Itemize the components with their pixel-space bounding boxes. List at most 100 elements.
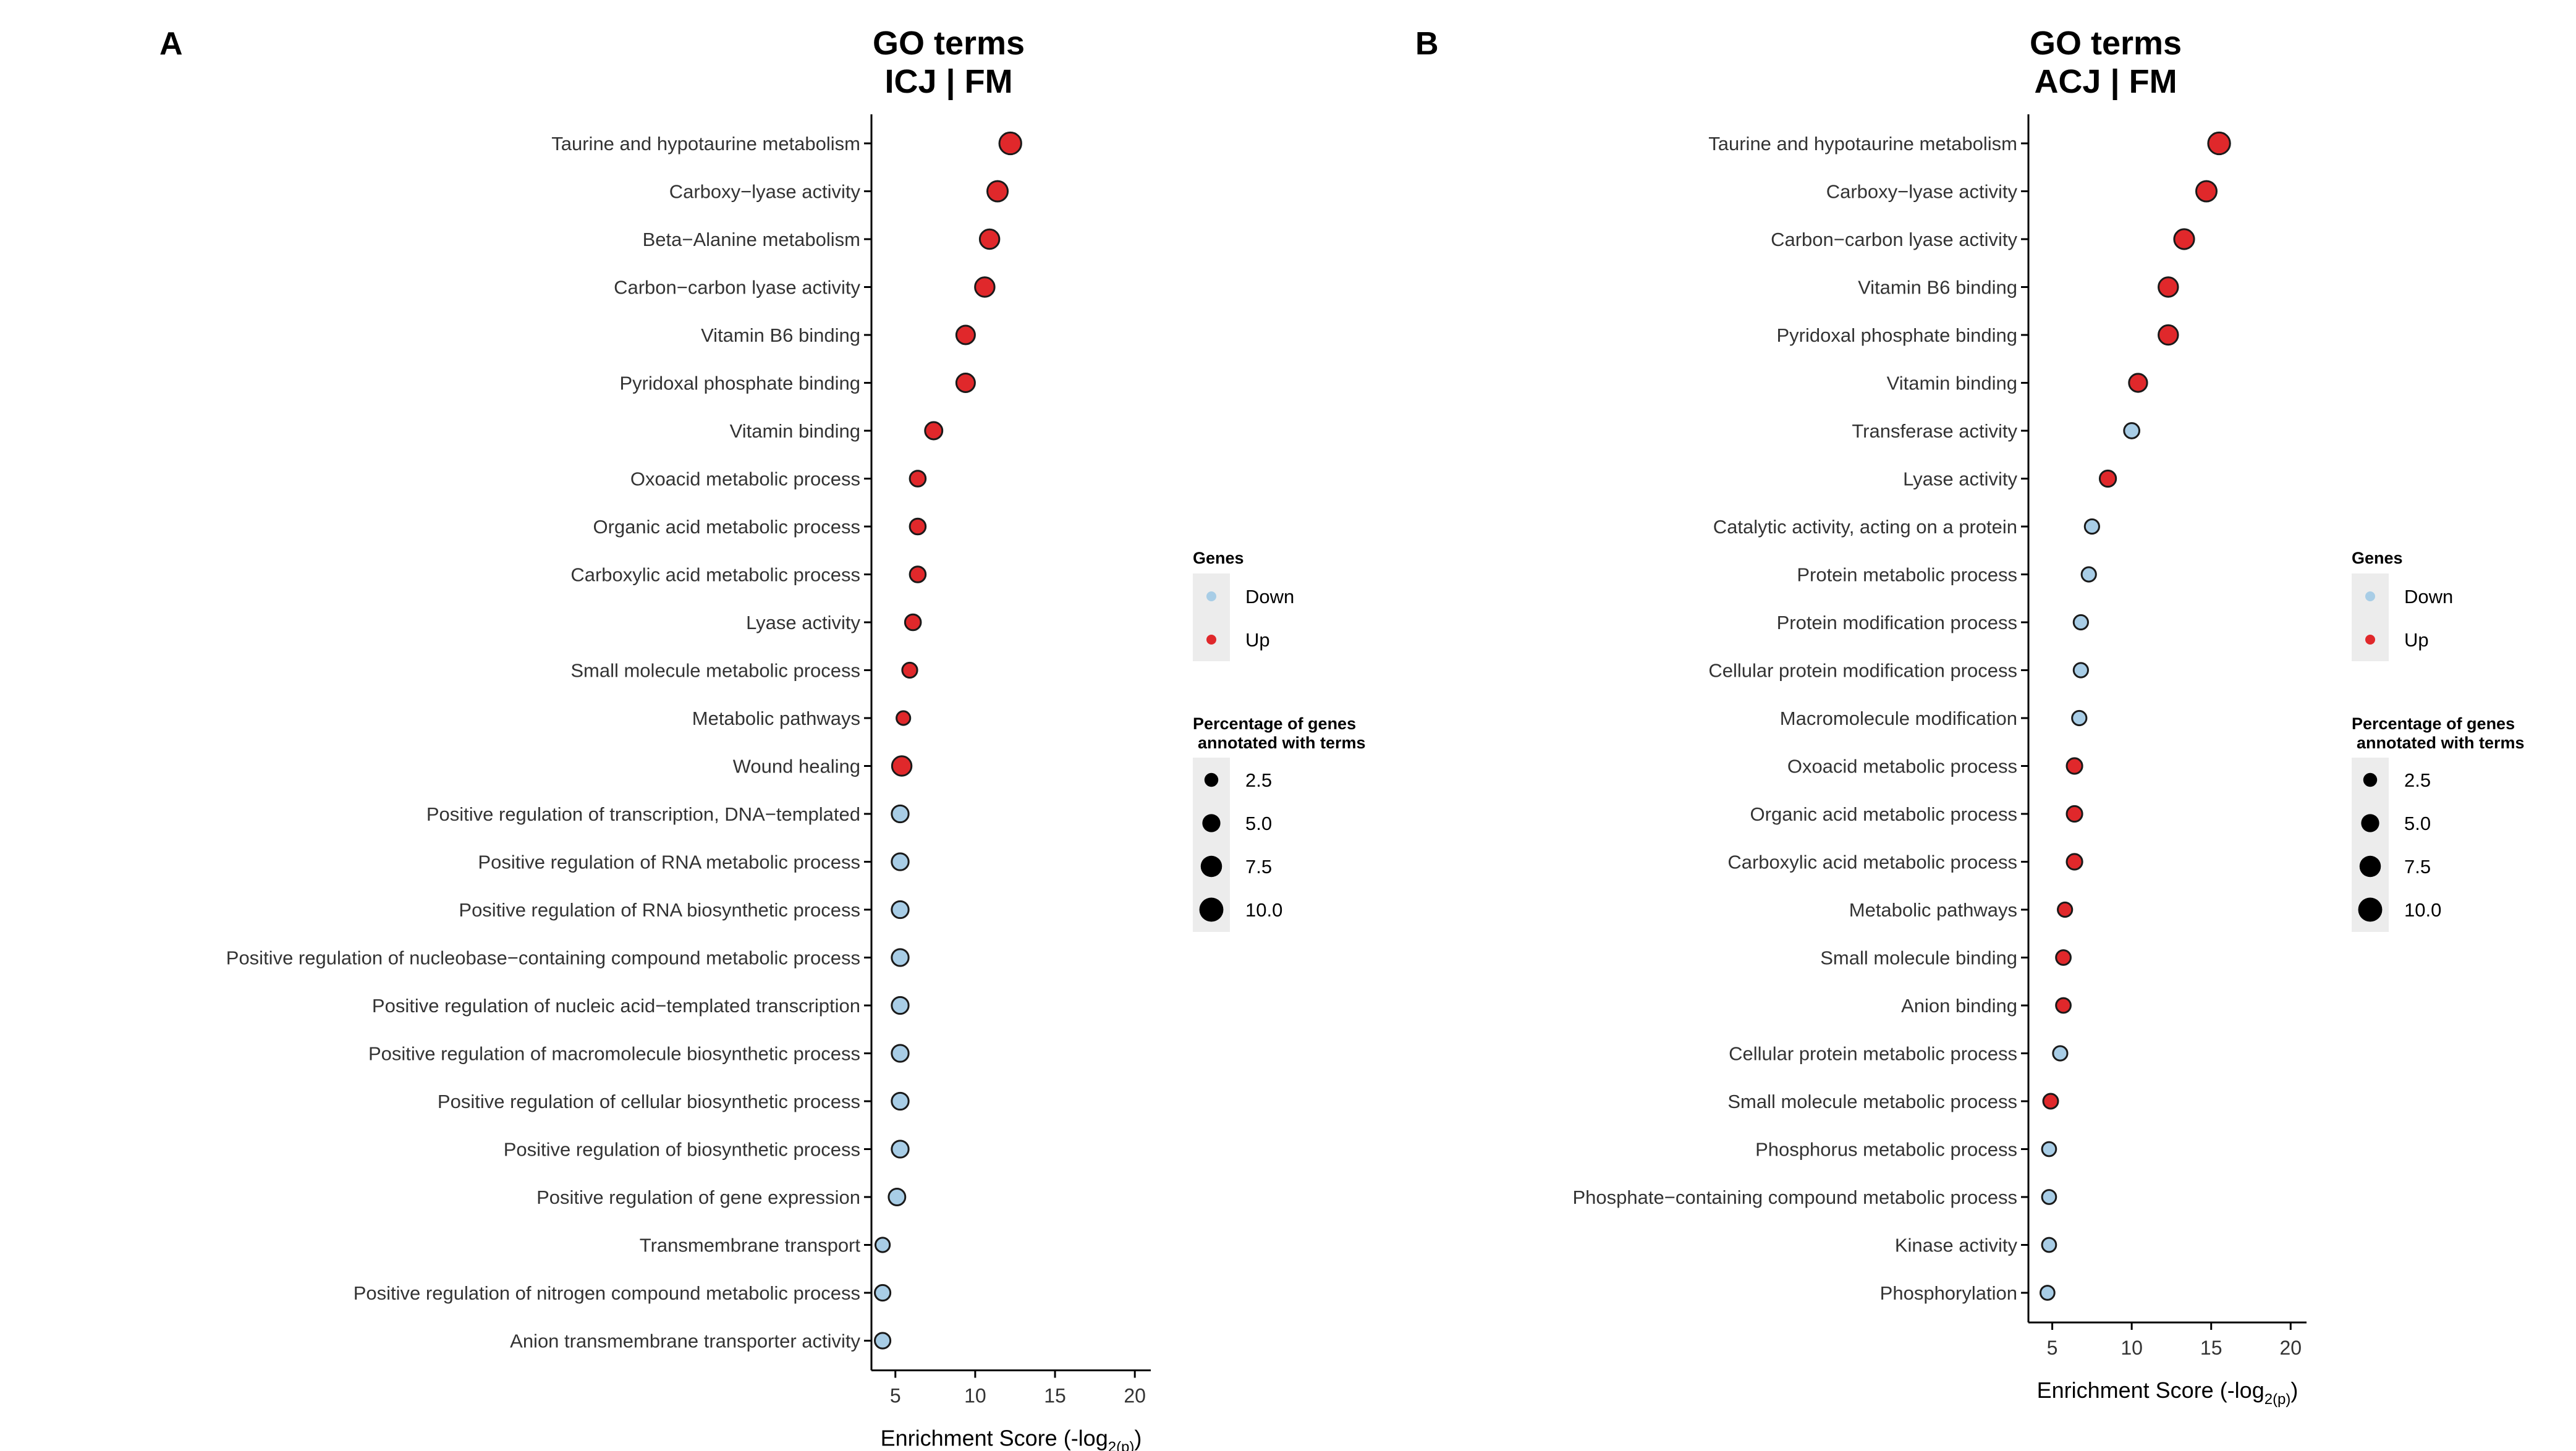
data-point-down bbox=[2080, 566, 2097, 583]
data-point-up bbox=[2057, 901, 2074, 918]
legend-genes-title: Genes bbox=[1193, 549, 1244, 567]
data-point-down bbox=[891, 996, 910, 1015]
legend-up-swatch bbox=[1206, 635, 1216, 645]
y-tick-label: Vitamin binding bbox=[730, 420, 860, 442]
y-tick-label: Positive regulation of macromolecule bio… bbox=[368, 1043, 860, 1065]
data-point-down bbox=[2040, 1285, 2056, 1301]
y-tick-label: Positive regulation of RNA metabolic pro… bbox=[478, 852, 860, 873]
y-tick-label: Phosphorylation bbox=[1880, 1282, 2017, 1304]
y-tick-label: Anion binding bbox=[1901, 995, 2017, 1017]
data-point-up bbox=[978, 228, 1001, 250]
data-point-down bbox=[2041, 1237, 2057, 1253]
legend-size-label: 5.0 bbox=[2404, 813, 2431, 834]
y-tick-label: Small molecule binding bbox=[1820, 947, 2017, 969]
y-tick-label: Positive regulation of nucleic acid−temp… bbox=[372, 995, 860, 1017]
data-point-down bbox=[2072, 662, 2089, 679]
y-tick-label: Vitamin B6 binding bbox=[701, 324, 860, 346]
x-axis-label-main: Enrichment Score (-log bbox=[881, 1426, 1108, 1451]
data-point-up bbox=[2065, 805, 2083, 823]
data-point-down bbox=[2071, 709, 2088, 727]
chart-title: GO terms bbox=[873, 25, 1025, 62]
data-point-up bbox=[955, 372, 976, 394]
data-point-down bbox=[2072, 614, 2089, 631]
x-axis-label: Enrichment Score (-log2(p)) bbox=[2037, 1377, 2298, 1408]
data-point-down bbox=[874, 1332, 892, 1350]
x-tick-label: 5 bbox=[2047, 1337, 2058, 1359]
legend-genes-entry: Up bbox=[2404, 629, 2429, 651]
data-point-up bbox=[891, 755, 913, 777]
legend-genes-entry: Up bbox=[1245, 629, 1270, 651]
y-tick-label: Beta−Alanine metabolism bbox=[643, 229, 860, 250]
data-point-up bbox=[924, 421, 944, 441]
data-point-down bbox=[874, 1284, 892, 1302]
y-tick-label: Pyridoxal phosphate binding bbox=[620, 373, 861, 394]
chart-subtitle: ACJ | FM bbox=[2034, 63, 2177, 101]
data-point-down bbox=[2041, 1141, 2057, 1157]
y-tick-label: Taurine and hypotaurine metabolism bbox=[1708, 133, 2017, 154]
chart-subtitle: ICJ | FM bbox=[884, 63, 1012, 101]
y-tick-label: Kinase activity bbox=[1895, 1235, 2018, 1256]
y-tick-label: Transmembrane transport bbox=[640, 1235, 861, 1256]
legend-size-title-2: annotated with terms bbox=[1198, 734, 1366, 752]
y-tick-label: Protein modification process bbox=[1777, 612, 2017, 633]
y-tick-label: Macromolecule modification bbox=[1780, 708, 2017, 729]
legend-genes-entry: Down bbox=[2404, 586, 2453, 607]
y-tick-label: Metabolic pathways bbox=[1849, 899, 2017, 921]
data-point-down bbox=[891, 1091, 910, 1111]
y-tick-label: Wound healing bbox=[733, 756, 860, 777]
legend-genes-key-bg bbox=[1193, 573, 1230, 661]
data-point-down bbox=[2052, 1045, 2069, 1062]
data-point-up bbox=[904, 613, 922, 632]
y-tick-label: Carboxy−lyase activity bbox=[1826, 181, 2018, 203]
data-point-up bbox=[998, 131, 1022, 156]
x-tick-label: 10 bbox=[964, 1385, 986, 1407]
data-point-up bbox=[974, 276, 996, 298]
data-point-down bbox=[2123, 422, 2140, 439]
legend-size-label: 7.5 bbox=[1245, 856, 1272, 878]
legend-size-label: 10.0 bbox=[2404, 899, 2441, 921]
y-tick-label: Oxoacid metabolic process bbox=[630, 468, 860, 490]
x-axis-label-sub: 2(p) bbox=[2265, 1391, 2291, 1408]
y-tick-label: Positive regulation of gene expression bbox=[536, 1187, 860, 1208]
x-tick-label: 5 bbox=[890, 1385, 901, 1407]
y-tick-label: Pyridoxal phosphate binding bbox=[1777, 324, 2018, 346]
legend-size-swatch bbox=[2361, 814, 2379, 832]
legend-size-swatch bbox=[1199, 897, 1224, 922]
y-tick-label: Organic acid metabolic process bbox=[1750, 803, 2017, 825]
data-point-up bbox=[896, 710, 912, 726]
x-axis-label-sub: 2(p) bbox=[1108, 1439, 1135, 1451]
chart-title: GO terms bbox=[2030, 25, 2182, 62]
data-point-up bbox=[909, 517, 927, 536]
y-tick-label: Protein metabolic process bbox=[1797, 564, 2017, 586]
y-tick-label: Carboxy−lyase activity bbox=[669, 181, 861, 203]
data-point-up bbox=[909, 565, 927, 583]
legend-size-swatch bbox=[1202, 814, 1221, 832]
y-tick-label: Metabolic pathways bbox=[692, 708, 860, 729]
y-tick-label: Positive regulation of transcription, DN… bbox=[426, 803, 860, 825]
data-point-up bbox=[2065, 853, 2083, 871]
data-point-down bbox=[891, 1044, 910, 1063]
legend-size-label: 10.0 bbox=[1245, 899, 1282, 921]
legend-size-title-2: annotated with terms bbox=[2357, 734, 2525, 752]
y-tick-label: Cellular protein modification process bbox=[1708, 660, 2017, 682]
data-point-up bbox=[2128, 373, 2148, 393]
y-tick-label: Carboxylic acid metabolic process bbox=[1727, 852, 2017, 873]
x-axis-label: Enrichment Score (-log2(p)) bbox=[881, 1426, 1142, 1451]
x-tick-label: 15 bbox=[2200, 1337, 2222, 1359]
data-point-up bbox=[2158, 276, 2179, 298]
data-point-up bbox=[2042, 1093, 2059, 1110]
data-point-up bbox=[2098, 469, 2117, 488]
x-tick-label: 20 bbox=[2279, 1337, 2302, 1359]
legend-down-swatch bbox=[2365, 591, 2375, 601]
y-tick-label: Carbon−carbon lyase activity bbox=[1771, 229, 2017, 250]
data-point-down bbox=[874, 1237, 891, 1253]
data-point-up bbox=[2055, 997, 2072, 1014]
data-point-down bbox=[891, 948, 910, 967]
y-tick-label: Anion transmembrane transporter activity bbox=[510, 1330, 860, 1352]
legend-size-title-1: Percentage of genes bbox=[2352, 714, 2515, 733]
legend-genes-title: Genes bbox=[2352, 549, 2403, 567]
data-point-up bbox=[901, 661, 918, 679]
y-tick-label: Positive regulation of biosynthetic proc… bbox=[504, 1139, 860, 1161]
